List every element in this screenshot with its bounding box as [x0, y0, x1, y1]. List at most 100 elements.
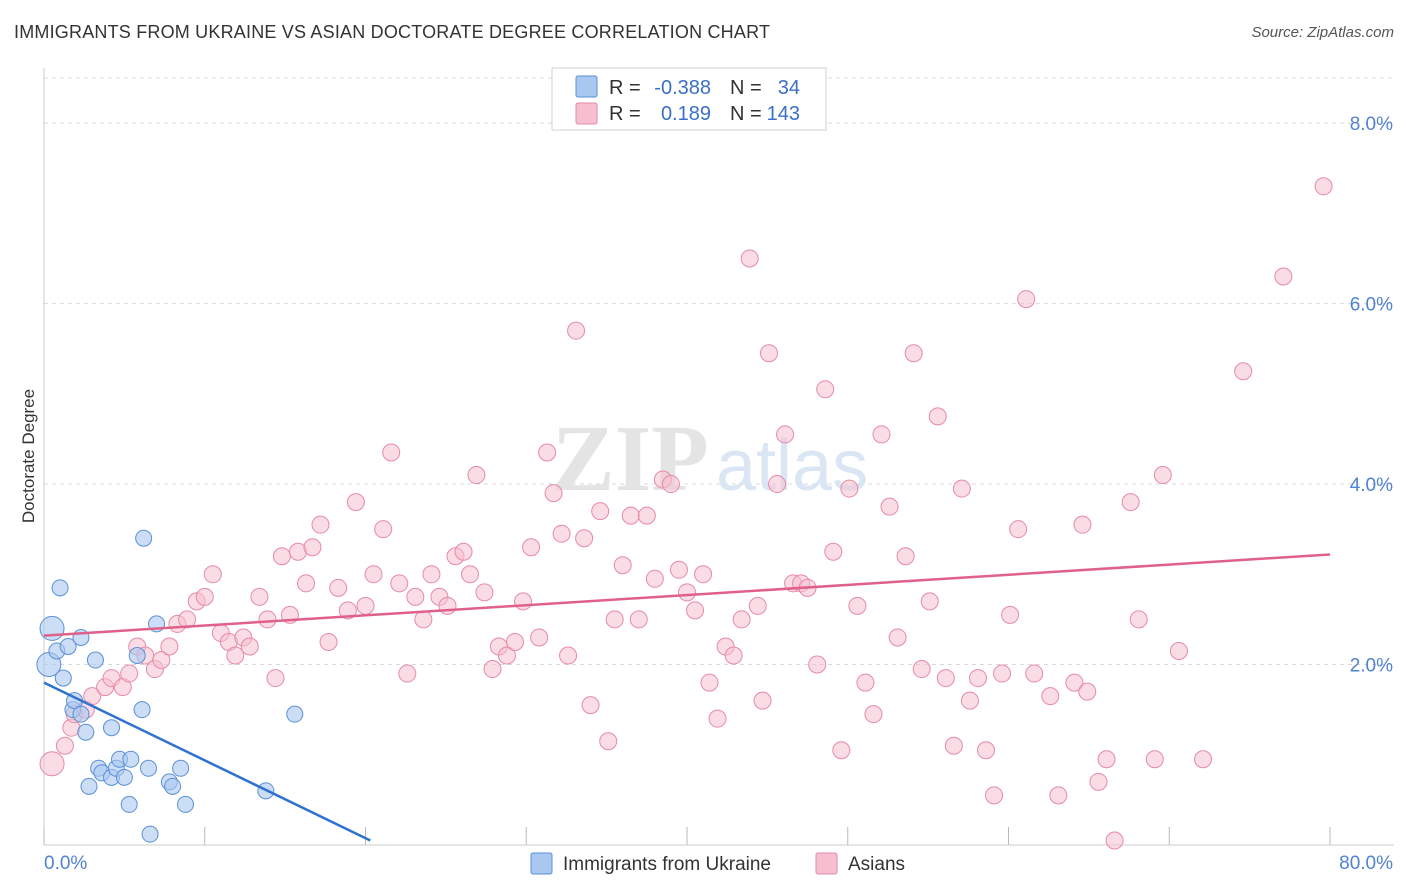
chart-title: IMMIGRANTS FROM UKRAINE VS ASIAN DOCTORA…: [14, 22, 771, 42]
point-asians-82: [700, 673, 719, 692]
point-ukraine-16: [103, 719, 121, 737]
point-asians-107: [896, 547, 915, 566]
point-asians-41: [382, 443, 401, 462]
point-asians-136: [1169, 641, 1188, 660]
point-asians-132: [1121, 493, 1140, 512]
point-asians-98: [824, 542, 843, 561]
point-asians-102: [856, 673, 875, 692]
point-asians-45: [414, 610, 433, 629]
point-asians-115: [960, 691, 979, 710]
point-asians-64: [559, 646, 578, 665]
point-asians-77: [661, 475, 680, 494]
point-ukraine-30: [172, 759, 190, 777]
point-asians-124: [1041, 687, 1060, 706]
point-asians-71: [613, 556, 632, 575]
point-asians-54: [483, 660, 502, 679]
point-asians-130: [1097, 750, 1116, 769]
point-asians-110: [920, 592, 939, 611]
point-asians-52: [467, 466, 486, 485]
point-asians-62: [544, 484, 563, 503]
point-ukraine-33: [286, 705, 304, 723]
point-ukraine-24: [135, 529, 153, 547]
series-ukraine-points: [36, 529, 304, 843]
y-tick-label-2: 2.0%: [1350, 656, 1393, 677]
point-asians-105: [880, 497, 899, 516]
legend-r-value-2: 0.189: [661, 103, 711, 125]
point-asians-0: [39, 751, 65, 777]
point-asians-99: [832, 741, 851, 760]
series-legend-label-ukraine: Immigrants from Ukraine: [563, 854, 771, 875]
watermark-zip: ZIP: [552, 407, 709, 511]
point-asians-60: [530, 628, 549, 647]
point-asians-57: [505, 632, 524, 651]
point-asians-68: [591, 502, 610, 521]
gridlines: [44, 77, 1394, 666]
point-ukraine-0: [39, 615, 65, 641]
point-asians-111: [928, 407, 947, 426]
point-asians-97: [816, 380, 835, 399]
point-asians-140: [1314, 177, 1333, 196]
point-asians-16: [178, 610, 197, 629]
point-asians-113: [944, 736, 963, 755]
trend-line-ukraine: [43, 681, 371, 842]
point-asians-127: [1073, 515, 1092, 534]
point-asians-131: [1105, 831, 1124, 850]
point-asians-9: [120, 664, 139, 683]
legend-r-label-2: R =: [609, 103, 641, 125]
legend-n-label-1: N =: [730, 77, 762, 99]
point-asians-35: [329, 578, 348, 597]
point-ukraine-25: [139, 759, 157, 777]
point-asians-75: [645, 569, 664, 588]
y-tick-label-4: 4.0%: [1350, 475, 1393, 496]
point-asians-67: [581, 696, 600, 715]
point-ukraine-21: [122, 750, 140, 768]
point-asians-34: [319, 632, 338, 651]
legend-r-value-1: -0.388: [654, 77, 711, 99]
point-asians-121: [1009, 520, 1028, 539]
point-asians-87: [740, 249, 759, 268]
point-asians-42: [390, 574, 409, 593]
point-asians-139: [1274, 267, 1293, 286]
y-tick-label-6: 6.0%: [1350, 295, 1393, 316]
series-legend-label-asians: Asians: [848, 854, 905, 875]
trend-line-asians: [43, 553, 1331, 637]
point-asians-81: [694, 565, 713, 584]
point-asians-103: [864, 705, 883, 724]
point-asians-120: [1001, 605, 1020, 624]
legend-n-value-2: 143: [767, 103, 800, 125]
point-ukraine-11: [80, 777, 98, 795]
point-asians-101: [848, 596, 867, 615]
point-asians-46: [422, 565, 441, 584]
x-tick-label-min: 0.0%: [44, 853, 87, 874]
point-asians-43: [398, 664, 417, 683]
source-label: Source: ZipAtlas.com: [1251, 24, 1394, 41]
point-ukraine-3: [51, 579, 69, 597]
point-asians-128: [1078, 682, 1097, 701]
point-asians-129: [1089, 772, 1108, 791]
point-asians-70: [605, 610, 624, 629]
point-asians-25: [250, 587, 269, 606]
point-asians-112: [936, 669, 955, 688]
point-asians-26: [258, 610, 277, 629]
point-asians-39: [364, 565, 383, 584]
y-tick-label-8: 8.0%: [1350, 114, 1393, 135]
point-ukraine-5: [59, 637, 77, 655]
point-asians-138: [1234, 362, 1253, 381]
point-asians-36: [338, 601, 357, 620]
point-asians-19: [203, 565, 222, 584]
legend-box: [551, 67, 827, 131]
point-ukraine-12: [86, 651, 104, 669]
point-asians-63: [552, 524, 571, 543]
point-asians-114: [952, 479, 971, 498]
point-asians-104: [872, 425, 891, 444]
point-ukraine-4: [54, 669, 72, 687]
point-asians-1: [55, 736, 74, 755]
point-asians-32: [303, 538, 322, 557]
point-asians-90: [759, 344, 778, 363]
y-tick-labels: 2.0% 4.0% 6.0% 8.0%: [1350, 114, 1393, 676]
point-asians-40: [374, 520, 393, 539]
x-axis-ticks: [43, 827, 1331, 845]
point-asians-18: [195, 587, 214, 606]
point-asians-80: [686, 601, 705, 620]
legend-swatch-asians: [575, 102, 598, 125]
